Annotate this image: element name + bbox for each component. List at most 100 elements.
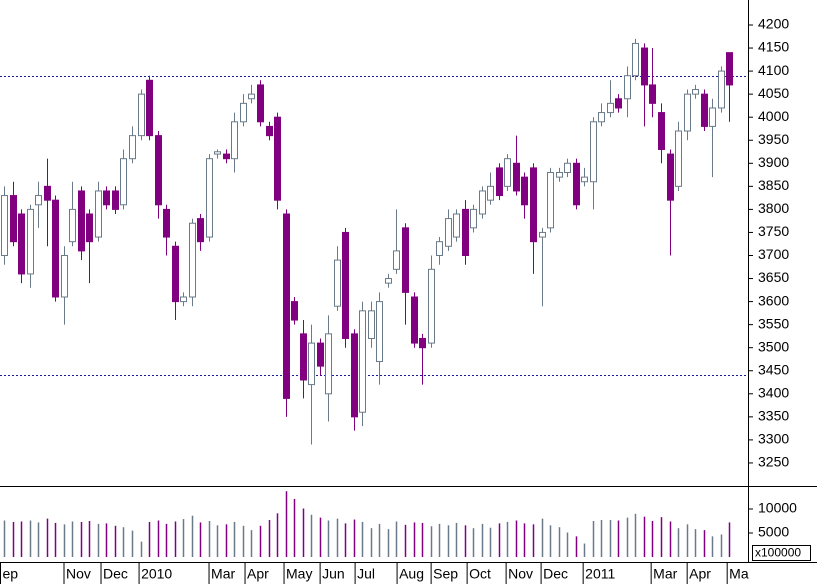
candle-body — [684, 93, 691, 132]
y-tick-label: 3650 — [758, 269, 789, 285]
volume-tick-label: 5000 — [758, 524, 789, 540]
y-tick-label: 3600 — [758, 292, 789, 308]
candle-body — [649, 84, 656, 104]
candle-body — [530, 167, 537, 243]
candle-body — [189, 222, 196, 298]
candle-body — [581, 176, 588, 183]
y-tick-label: 3700 — [758, 246, 789, 262]
candle-body — [180, 296, 187, 303]
y-tick-label: 4150 — [758, 39, 789, 55]
candle-body — [146, 79, 153, 137]
candle-body — [487, 185, 494, 201]
candle-body — [1, 195, 8, 256]
candle-body — [248, 93, 255, 100]
candle-body — [675, 130, 682, 187]
x-tick-label: Apr — [247, 566, 269, 582]
candle-body — [206, 158, 213, 238]
y-tick-label: 3950 — [758, 131, 789, 147]
candle-body — [701, 93, 708, 127]
candle-body — [521, 176, 528, 206]
x-tick-label: May — [286, 566, 312, 582]
candle-body — [10, 195, 17, 243]
candle-body — [504, 158, 511, 187]
candle-body — [351, 333, 358, 418]
y-tick-label: 3300 — [758, 431, 789, 447]
candle-body — [44, 185, 51, 201]
x-tick-label: Dec — [103, 566, 128, 582]
candle-body — [590, 121, 597, 183]
candle-body — [470, 208, 477, 229]
candle-body — [325, 333, 332, 395]
candle-body — [138, 93, 145, 137]
y-tick-label: 4000 — [758, 108, 789, 124]
candle-body — [411, 296, 418, 344]
candle-body — [667, 153, 674, 201]
candle-body — [547, 172, 554, 229]
candle-body — [283, 213, 290, 399]
candle-body — [393, 250, 400, 270]
candle-body — [86, 213, 93, 243]
x-tick-label: Dec — [543, 566, 568, 582]
y-tick-label: 3750 — [758, 223, 789, 239]
candle-body — [300, 333, 307, 381]
candle-body — [624, 75, 631, 100]
candle-body — [18, 213, 25, 275]
candle-body — [95, 190, 102, 238]
candle-body — [573, 162, 580, 206]
candle-body — [214, 151, 221, 155]
y-tick-label: 4050 — [758, 85, 789, 101]
x-tick-label: ep — [3, 566, 19, 582]
candle-body — [120, 158, 127, 206]
y-tick-label: 3500 — [758, 338, 789, 354]
candle-body — [385, 278, 392, 284]
candle-body — [368, 310, 375, 339]
candle-body — [257, 84, 264, 123]
candle-body — [479, 190, 486, 215]
y-tick-label: 3250 — [758, 454, 789, 470]
candle-body — [27, 208, 34, 275]
candle-body — [266, 125, 273, 137]
candle-body — [240, 102, 247, 123]
candle-body — [291, 301, 298, 321]
candle-body — [462, 208, 469, 256]
candle-body — [359, 310, 366, 413]
x-tick-label: Ma — [729, 566, 749, 582]
x-tick-label: Mar — [653, 566, 677, 582]
candle-body — [564, 162, 571, 174]
volume-unit: x100000 — [755, 546, 801, 560]
candle-body — [342, 231, 349, 339]
candle-body — [317, 342, 324, 367]
x-tick-label: 2010 — [141, 566, 172, 582]
x-tick-label: Nov — [508, 566, 533, 582]
x-tick-label: Nov — [66, 566, 91, 582]
candle-body — [78, 190, 85, 252]
x-tick-label: Sep — [433, 566, 458, 582]
x-tick-label: 2011 — [585, 566, 615, 582]
candle-body — [453, 213, 460, 238]
candle-body — [607, 102, 614, 114]
x-tick-label: Oct — [469, 566, 491, 582]
y-tick-label: 3350 — [758, 408, 789, 424]
candle-body — [658, 112, 665, 150]
candle-body — [172, 245, 179, 303]
y-tick-label: 3850 — [758, 177, 789, 193]
candle-body — [709, 107, 716, 127]
candle-body — [163, 208, 170, 238]
y-tick-label: 3450 — [758, 361, 789, 377]
candle-body — [231, 121, 238, 160]
candle-body — [598, 112, 605, 123]
candle-body — [155, 135, 162, 206]
candle-body — [197, 218, 204, 243]
x-tick-label: Apr — [689, 566, 711, 582]
candle-body — [692, 89, 699, 95]
candle-body — [376, 301, 383, 363]
x-tick-label: Mar — [211, 566, 235, 582]
candle-body — [641, 47, 648, 86]
volume-unit-box — [752, 545, 811, 561]
y-tick-label: 3800 — [758, 200, 789, 216]
y-tick-label: 4200 — [758, 16, 789, 32]
candle-body — [61, 254, 68, 298]
candle-body — [103, 190, 110, 206]
